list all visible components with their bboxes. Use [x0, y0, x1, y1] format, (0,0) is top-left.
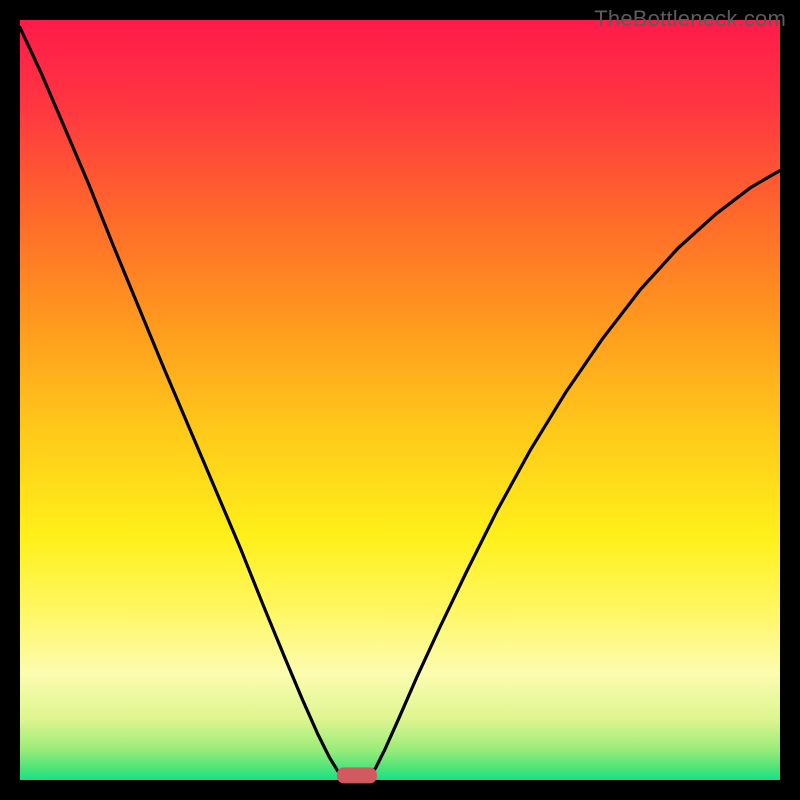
plot-frame — [20, 20, 780, 780]
bottleneck-curve — [20, 20, 780, 780]
optimum-marker — [337, 768, 377, 783]
plot-area — [20, 20, 780, 780]
watermark-text: TheBottleneck.com — [594, 6, 786, 32]
